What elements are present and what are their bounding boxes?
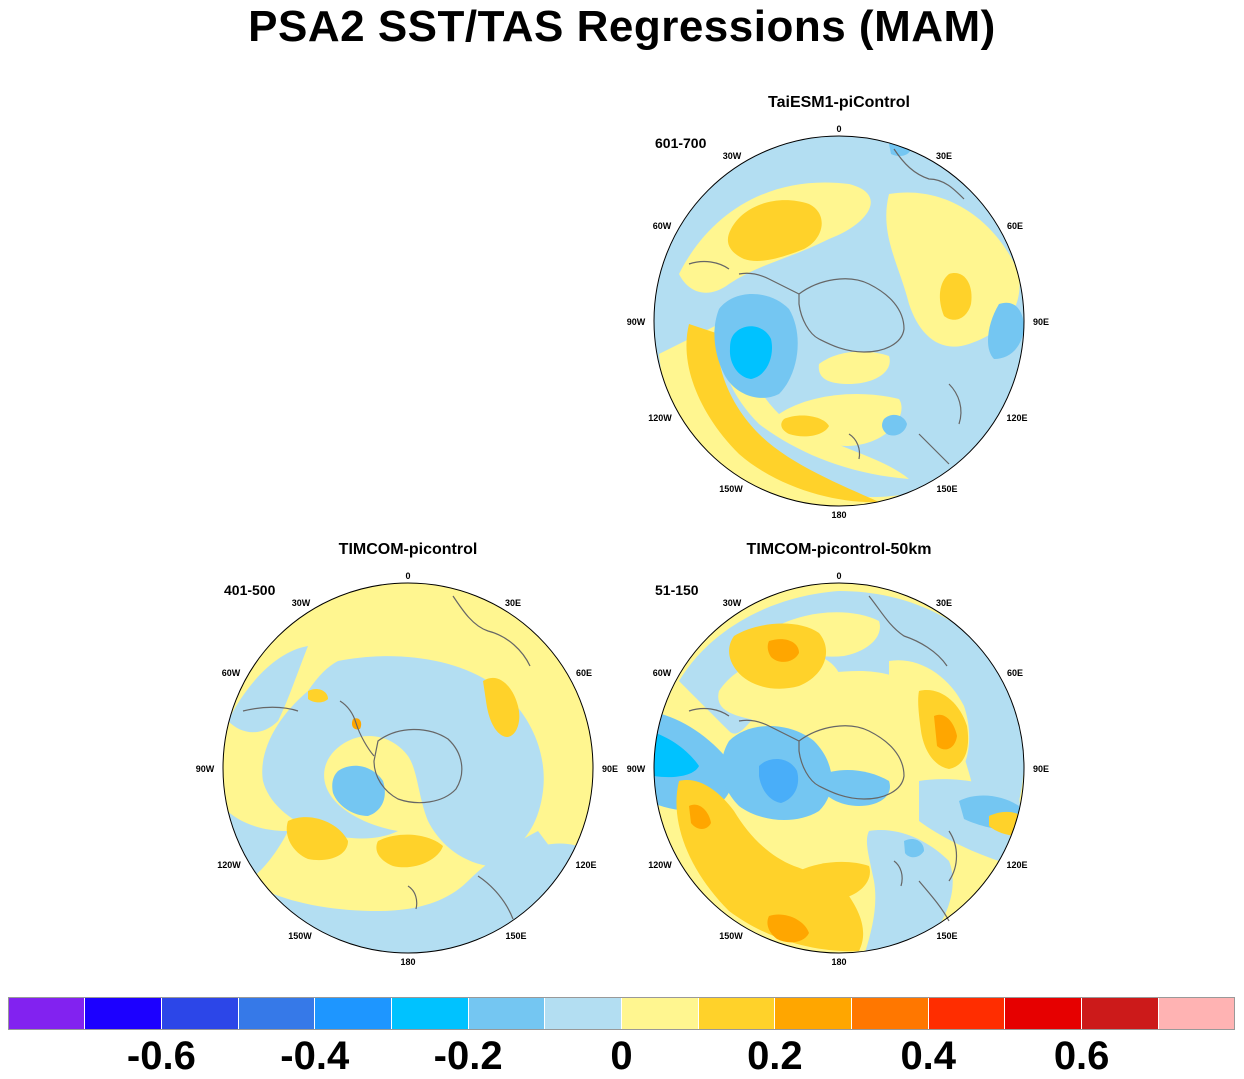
period-label: 401-500 bbox=[224, 582, 276, 598]
longitude-labels: 0 30E 60E 90E 120E 150E 180 150W 120W 90… bbox=[627, 571, 1049, 967]
colorbar-box bbox=[391, 997, 469, 1030]
longitude-labels: 0 30E 60E 90E 120E 150E 180 150W 120W 90… bbox=[627, 124, 1049, 520]
lon-label: 60E bbox=[1007, 668, 1023, 678]
colorbar-box bbox=[8, 997, 86, 1030]
lon-label: 60E bbox=[576, 668, 592, 678]
colorbar-tick-label: 0.2 bbox=[747, 1034, 803, 1078]
lon-label: 150W bbox=[719, 484, 743, 494]
panel-title: TIMCOM-picontrol bbox=[338, 541, 478, 558]
panel-title: TaiESM1-piControl bbox=[768, 94, 910, 111]
colorbar bbox=[8, 997, 1236, 1031]
polar-map: 0 30E 60E 90E 120E 150E 180 150W 120W 90… bbox=[627, 124, 1049, 520]
figure-title: PSA2 SST/TAS Regressions (MAM) bbox=[248, 2, 996, 51]
lon-label: 90E bbox=[1033, 764, 1049, 774]
colorbar-box bbox=[928, 997, 1006, 1030]
lon-label: 90E bbox=[602, 764, 618, 774]
colorbar-tick-label: 0.4 bbox=[900, 1034, 957, 1078]
lon-label: 180 bbox=[400, 957, 415, 967]
polar-map: 0 30E 60E 90E 120E 150E 180 150W 120W 90… bbox=[196, 571, 618, 967]
lon-label: 180 bbox=[831, 510, 846, 520]
period-label: 601-700 bbox=[655, 135, 707, 151]
lon-label: 30E bbox=[505, 598, 521, 608]
period-label: 51-150 bbox=[655, 582, 699, 598]
lon-label: 120W bbox=[648, 413, 672, 423]
lon-label: 60W bbox=[222, 668, 241, 678]
lon-label: 120W bbox=[217, 860, 241, 870]
lon-label: 90W bbox=[627, 317, 646, 327]
lon-label: 90W bbox=[627, 764, 646, 774]
lon-label: 90W bbox=[196, 764, 215, 774]
colorbar-box bbox=[621, 997, 699, 1030]
colorbar-tick-label: -0.4 bbox=[280, 1034, 350, 1078]
lon-label: 120E bbox=[1006, 860, 1027, 870]
colorbar-box bbox=[1158, 997, 1236, 1030]
lon-label: 120E bbox=[1006, 413, 1027, 423]
lon-label: 150E bbox=[505, 931, 526, 941]
map-panel-timcom: TIMCOM-picontrol 401-500 bbox=[188, 541, 628, 981]
lon-label: 150E bbox=[936, 931, 957, 941]
colorbar-box bbox=[851, 997, 929, 1030]
colorbar-tick-label: -0.2 bbox=[433, 1034, 503, 1078]
lon-label: 60W bbox=[653, 668, 672, 678]
lon-label: 0 bbox=[836, 571, 841, 581]
map-panel-taiesm: TaiESM1-piControl 601-700 bbox=[619, 94, 1059, 534]
lon-label: 30E bbox=[936, 151, 952, 161]
colorbar-tick-label: 0.6 bbox=[1053, 1034, 1110, 1078]
lon-label: 0 bbox=[836, 124, 841, 134]
lon-label: 90E bbox=[1033, 317, 1049, 327]
lon-label: 150W bbox=[719, 931, 743, 941]
panel-title: TIMCOM-picontrol-50km bbox=[746, 541, 932, 558]
lon-label: 30W bbox=[723, 151, 742, 161]
lon-label: 150E bbox=[936, 484, 957, 494]
colorbar-box bbox=[161, 997, 239, 1030]
lon-label: 180 bbox=[831, 957, 846, 967]
lon-label: 30E bbox=[936, 598, 952, 608]
colorbar-box bbox=[774, 997, 853, 1030]
colorbar-tick-label: -0.6 bbox=[126, 1034, 196, 1078]
lon-label: 150W bbox=[288, 931, 312, 941]
lon-label: 120W bbox=[648, 860, 672, 870]
lon-label: 30W bbox=[292, 598, 311, 608]
lon-label: 30W bbox=[723, 598, 742, 608]
colorbar-box bbox=[544, 997, 622, 1030]
colorbar-box bbox=[314, 997, 392, 1030]
colorbar-box bbox=[698, 997, 776, 1030]
colorbar-box bbox=[1004, 997, 1083, 1030]
colorbar-box bbox=[468, 997, 546, 1030]
lon-label: 60W bbox=[653, 221, 672, 231]
map-panel-timcom50: TIMCOM-picontrol-50km 51-150 bbox=[619, 541, 1059, 981]
polar-map: 0 30E 60E 90E 120E 150E 180 150W 120W 90… bbox=[627, 571, 1049, 967]
lon-label: 120E bbox=[575, 860, 596, 870]
lon-label: 60E bbox=[1007, 221, 1023, 231]
colorbar-box bbox=[1081, 997, 1159, 1030]
longitude-labels: 0 30E 60E 90E 120E 150E 180 150W 120W 90… bbox=[196, 571, 618, 967]
lon-label: 0 bbox=[405, 571, 410, 581]
colorbar-box bbox=[84, 997, 162, 1030]
colorbar-box bbox=[238, 997, 316, 1030]
colorbar-tick-label: 0 bbox=[610, 1034, 633, 1078]
